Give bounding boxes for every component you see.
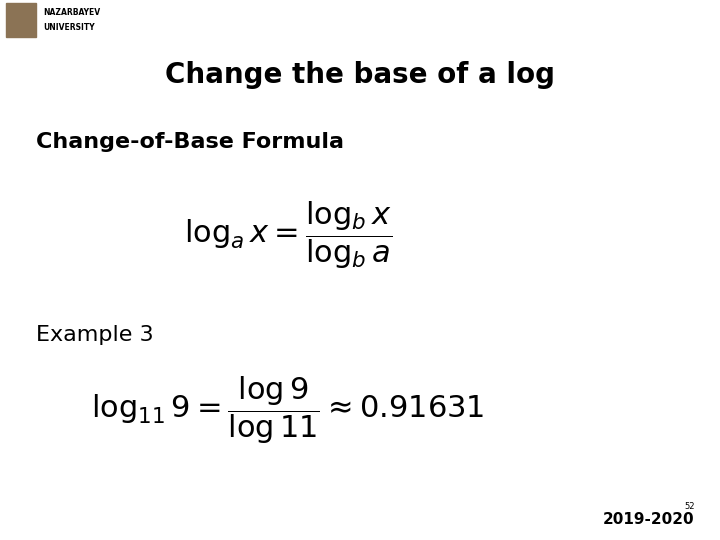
FancyBboxPatch shape bbox=[4, 2, 130, 38]
Text: 52: 52 bbox=[684, 502, 695, 511]
Text: 2019-2020: 2019-2020 bbox=[603, 512, 695, 526]
FancyBboxPatch shape bbox=[6, 3, 36, 37]
Text: Example 3: Example 3 bbox=[36, 325, 153, 345]
Text: Change the base of a log: Change the base of a log bbox=[165, 60, 555, 89]
Text: UNIVERSITY: UNIVERSITY bbox=[43, 23, 95, 32]
Text: Change-of-Base Formula: Change-of-Base Formula bbox=[36, 132, 344, 152]
Text: NAZARBAYEV: NAZARBAYEV bbox=[43, 8, 100, 17]
Text: $\log_a x = \dfrac{\log_b x}{\log_b a}$: $\log_a x = \dfrac{\log_b x}{\log_b a}$ bbox=[184, 200, 392, 271]
Text: Foundation Year Program: Foundation Year Program bbox=[467, 11, 706, 29]
Text: $\log_{11} 9 = \dfrac{\log 9}{\log 11} \approx 0.91631$: $\log_{11} 9 = \dfrac{\log 9}{\log 11} \… bbox=[91, 375, 485, 446]
